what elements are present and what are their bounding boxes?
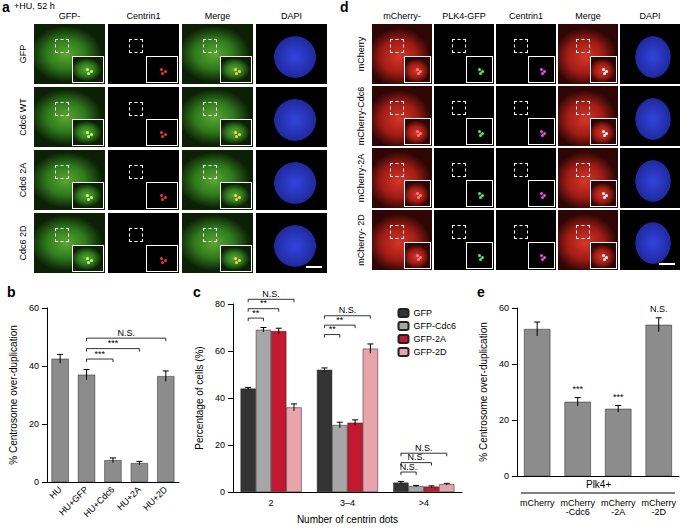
- svg-text:Number of centrin dots: Number of centrin dots: [297, 514, 398, 525]
- html-text:d: d: [340, 0, 349, 15]
- svg-text:GFP: GFP: [413, 308, 432, 318]
- svg-text:0: 0: [504, 471, 509, 481]
- svg-text:mCherry: mCherry: [601, 497, 636, 508]
- svg-text:Percentage of cells (%): Percentage of cells (%): [194, 346, 205, 449]
- svg-text:e: e: [477, 284, 485, 300]
- svg-text:20: 20: [499, 415, 509, 425]
- html-text:DAPI: DAPI: [639, 11, 661, 21]
- svg-text:HU+2A: HU+2A: [115, 484, 143, 512]
- html-text:Cdc6 2D: Cdc6 2D: [18, 225, 28, 261]
- svg-text:***: ***: [613, 392, 624, 402]
- svg-text:N.S.: N.S.: [117, 328, 135, 338]
- svg-text:**: **: [252, 308, 260, 318]
- svg-text:N.S.: N.S.: [339, 305, 357, 315]
- svg-text:N.S.: N.S.: [415, 443, 433, 453]
- svg-text:GFP-2A: GFP-2A: [413, 334, 446, 344]
- svg-text:40: 40: [499, 359, 509, 369]
- html-text:mCherry-: mCherry-: [383, 11, 421, 21]
- svg-text:mCherry: mCherry: [560, 497, 595, 508]
- html-text:mCherry-2A: mCherry-2A: [356, 153, 366, 203]
- html-text:DAPI: DAPI: [281, 11, 302, 21]
- svg-text:N.S.: N.S.: [262, 289, 280, 299]
- svg-text:N.S.: N.S.: [399, 461, 418, 472]
- html-text:PLK4-GFP: PLK4-GFP: [442, 11, 486, 21]
- svg-text:40: 40: [29, 361, 39, 371]
- svg-text:c: c: [193, 284, 201, 300]
- svg-text:HU+GFP: HU+GFP: [57, 484, 91, 518]
- svg-text:60: 60: [215, 346, 225, 356]
- html-text:Merge: Merge: [575, 11, 601, 21]
- svg-text:GFP-Cdc6: GFP-Cdc6: [413, 321, 456, 331]
- svg-text:20: 20: [215, 440, 225, 450]
- svg-text:0: 0: [34, 477, 39, 487]
- svg-text:-Cdc6: -Cdc6: [566, 507, 590, 517]
- svg-text:***: ***: [572, 384, 583, 394]
- html-text:a +HU, 52 h: a +HU, 52 h: [2, 0, 55, 15]
- svg-text:HU: HU: [47, 484, 63, 500]
- svg-text:HU+2D: HU+2D: [141, 484, 169, 512]
- html-text:Centrin1: Centrin1: [509, 11, 543, 21]
- html-text:GFP: GFP: [18, 44, 28, 64]
- svg-text:0: 0: [220, 487, 225, 497]
- svg-text:mCherry: mCherry: [520, 498, 555, 508]
- svg-text:***: ***: [94, 349, 105, 359]
- svg-text:**: **: [260, 298, 268, 308]
- svg-text:20: 20: [29, 419, 39, 429]
- svg-text:-2D: -2D: [651, 507, 666, 517]
- svg-text:40: 40: [215, 393, 225, 403]
- svg-text:60: 60: [499, 303, 509, 313]
- html-text:Centrin1: Centrin1: [126, 11, 161, 21]
- html-text:GFP-: GFP-: [58, 11, 81, 21]
- svg-text:Plk4+: Plk4+: [586, 479, 611, 490]
- html-text:mCherry-Cdc6: mCherry-Cdc6: [356, 86, 366, 146]
- svg-text:% Centrosome over-duplication: % Centrosome over-duplication: [8, 325, 19, 465]
- svg-text:80: 80: [215, 299, 225, 309]
- html-text:Cdc6 WT: Cdc6 WT: [18, 98, 28, 136]
- svg-text:-2A: -2A: [611, 507, 625, 517]
- html-text:Cdc6 2A: Cdc6 2A: [18, 162, 28, 198]
- svg-text:GFP-2D: GFP-2D: [413, 347, 447, 357]
- svg-text:>4: >4: [419, 498, 429, 508]
- html-text:Merge: Merge: [204, 11, 231, 21]
- svg-text:***: ***: [108, 338, 119, 348]
- svg-text:HU+Cdc6: HU+Cdc6: [82, 484, 117, 519]
- html-text:mCherry: mCherry: [356, 36, 366, 72]
- svg-text:b: b: [7, 284, 16, 300]
- svg-text:3–4: 3–4: [340, 498, 355, 508]
- svg-text:N.S.: N.S.: [650, 304, 668, 314]
- html-text:mCherry- 2D: mCherry- 2D: [356, 214, 366, 266]
- svg-text:N.S.: N.S.: [407, 452, 425, 463]
- svg-text:% Centrosome over-duplication: % Centrosome over-duplication: [478, 322, 489, 462]
- svg-text:mCherry: mCherry: [641, 497, 676, 508]
- svg-text:2: 2: [269, 498, 274, 508]
- svg-text:60: 60: [29, 303, 39, 313]
